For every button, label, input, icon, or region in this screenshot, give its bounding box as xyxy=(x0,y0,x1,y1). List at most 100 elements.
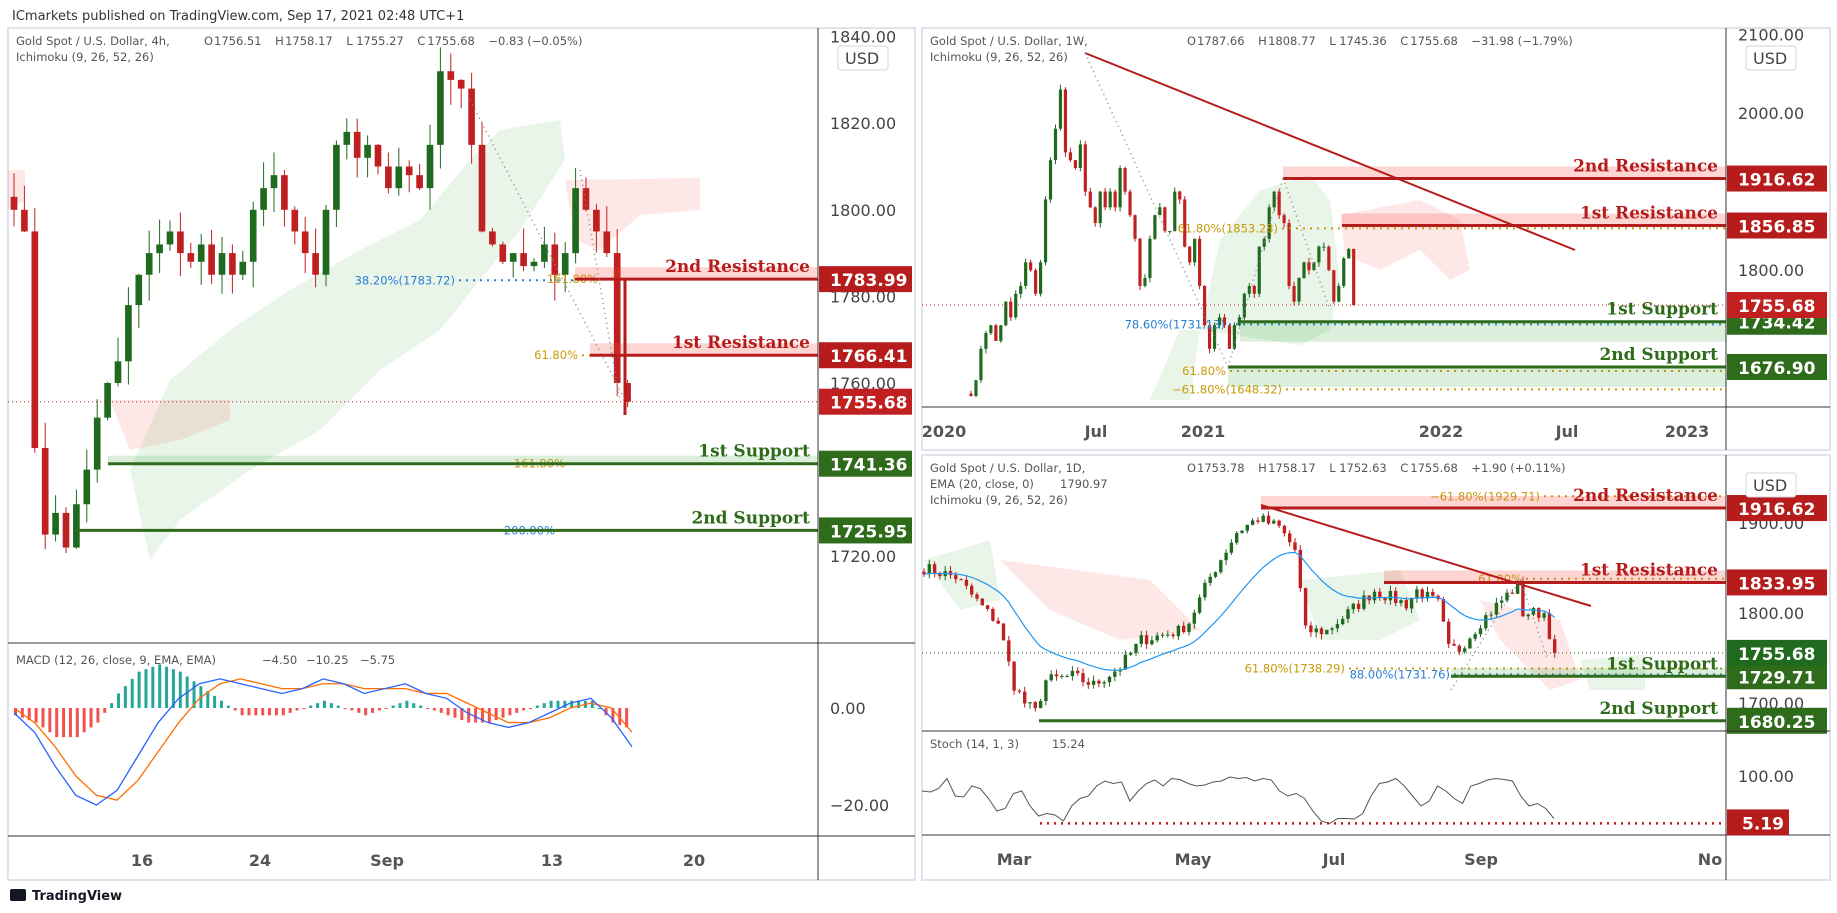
price-axis-label: 1800.00 xyxy=(1738,261,1804,280)
macd-histogram-bar xyxy=(268,708,272,716)
macd-histogram-bar xyxy=(82,708,86,733)
symbol-title: Gold Spot / U.S. Dollar, 1D, xyxy=(930,461,1085,475)
candle xyxy=(984,333,988,349)
price-label-box xyxy=(819,450,912,477)
candle xyxy=(1213,572,1218,577)
candle xyxy=(208,244,215,275)
candle xyxy=(1224,552,1228,561)
ohlc-value: 1756.51 xyxy=(214,34,262,48)
price-label-box xyxy=(1727,569,1827,596)
fib-label: −61.80%(1929.71) xyxy=(1430,489,1540,503)
price-label-box xyxy=(819,517,912,544)
price-axis-label: 1800.00 xyxy=(830,201,896,220)
candle xyxy=(1166,634,1170,636)
macd-histogram-bar xyxy=(309,705,313,708)
ichimoku-cloud-bullish xyxy=(1150,330,1200,400)
candle xyxy=(1441,599,1446,622)
candle xyxy=(1227,325,1232,349)
candle xyxy=(970,585,974,595)
candle xyxy=(991,609,995,621)
candle xyxy=(1208,576,1212,583)
macd-histogram-bar xyxy=(288,708,292,713)
candle xyxy=(572,188,579,254)
candle xyxy=(1351,603,1355,610)
macd-histogram-bar xyxy=(233,708,237,711)
chart-panel[interactable] xyxy=(921,27,1831,451)
price-label: 1741.36 xyxy=(830,456,907,476)
price-label-box xyxy=(1727,353,1827,380)
currency-button[interactable] xyxy=(837,45,889,71)
macd-histogram-bar xyxy=(323,700,326,708)
trendline xyxy=(1084,52,1576,251)
macd-histogram-bar xyxy=(412,703,416,708)
current-price-label: 1755.68 xyxy=(830,394,907,414)
candle xyxy=(1415,589,1419,598)
candle xyxy=(1133,215,1137,239)
tradingview-logo[interactable]: TradingView xyxy=(10,889,122,904)
candle xyxy=(1004,301,1008,326)
ichimoku-cloud-bearish xyxy=(1000,560,1200,640)
candle xyxy=(1168,230,1172,232)
price-change: −31.98 (−1.79%) xyxy=(1471,34,1572,48)
macd-histogram-bar xyxy=(295,708,299,711)
candle xyxy=(1272,520,1276,524)
currency-button[interactable] xyxy=(1745,45,1797,71)
macd-histogram-bar xyxy=(391,705,395,708)
candle xyxy=(1347,248,1351,259)
ohlc-value: 1752.63 xyxy=(1339,461,1387,475)
stoch-line xyxy=(921,776,1555,825)
candle xyxy=(1158,207,1162,216)
indicator-legend: Ichimoku (9, 26, 52, 26) xyxy=(930,50,1068,64)
candle xyxy=(395,166,403,189)
macd-legend: MACD (12, 26, close, 9, EMA, EMA) xyxy=(16,653,216,667)
macd-histogram-bar xyxy=(577,700,581,708)
currency-button[interactable] xyxy=(1745,472,1797,498)
candle xyxy=(964,579,969,586)
candle xyxy=(1399,600,1403,604)
candle xyxy=(1232,325,1237,349)
level-label: 2nd Support xyxy=(1599,345,1718,365)
candle xyxy=(1183,199,1187,247)
macd-histogram-bar xyxy=(240,708,244,716)
macd-histogram-bar xyxy=(316,703,320,708)
price-axis-label: 1760.00 xyxy=(830,374,896,393)
indicator-legend: EMA (20, close, 0) xyxy=(930,477,1034,491)
candle xyxy=(41,447,49,535)
candle xyxy=(1065,675,1069,677)
macd-histogram-bar xyxy=(357,708,361,713)
candle xyxy=(1086,682,1090,685)
ohlc-key: C xyxy=(1400,461,1408,475)
macd-histogram-bar xyxy=(213,695,217,708)
candle xyxy=(1188,246,1192,263)
candle xyxy=(1029,262,1033,271)
macd-histogram-bar xyxy=(549,700,553,708)
currency-label: USD xyxy=(1753,49,1787,68)
ohlc-value: 1808.77 xyxy=(1268,34,1316,48)
price-label: 1916.62 xyxy=(1738,500,1815,520)
ohlc-key: O xyxy=(1187,34,1196,48)
macd-histogram-bar xyxy=(192,681,196,708)
candle xyxy=(1202,285,1207,326)
fib-connector xyxy=(1282,177,1331,311)
ohlc-key: C xyxy=(417,34,425,48)
price-axis-label: 2100.00 xyxy=(1738,25,1804,44)
chart-panel[interactable] xyxy=(921,454,1831,881)
candle xyxy=(1277,191,1281,216)
candle xyxy=(509,253,517,262)
candle xyxy=(1312,262,1316,271)
candle xyxy=(1478,628,1483,635)
candle xyxy=(1203,582,1207,598)
time-axis-label: 20 xyxy=(683,851,705,870)
candle xyxy=(270,175,278,189)
ohlc-value: 1755.27 xyxy=(356,34,404,48)
time-axis-label: 2022 xyxy=(1419,422,1464,441)
macd-histogram-bar xyxy=(144,669,148,708)
time-axis-label: No xyxy=(1698,850,1722,869)
candle xyxy=(166,231,174,245)
candle xyxy=(1139,635,1143,644)
candle xyxy=(93,417,101,470)
candle xyxy=(520,253,527,267)
chart-panel[interactable] xyxy=(7,27,916,881)
time-axis-label: 2020 xyxy=(922,422,967,441)
macd-histogram-bar xyxy=(55,708,59,738)
